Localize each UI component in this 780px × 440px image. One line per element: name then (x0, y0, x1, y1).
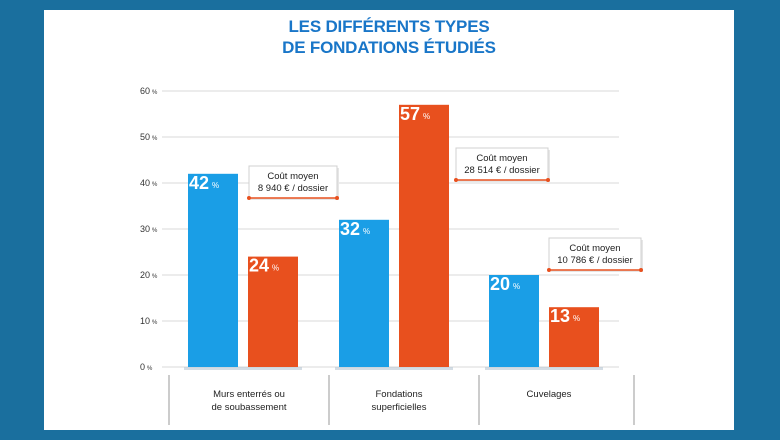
bar-value: 42 (189, 173, 209, 193)
y-tick-label: 40% (140, 178, 158, 188)
bar (489, 275, 539, 367)
category-label: Cuvelages (527, 389, 572, 400)
y-tick-unit: % (152, 182, 158, 188)
callout-dot (546, 178, 550, 182)
callout-text-line: 10 786 € / dossier (557, 255, 633, 266)
y-tick-value: 10 (140, 316, 150, 326)
callout-box (455, 147, 549, 181)
bar-value-unit: % (212, 181, 219, 190)
y-tick-label: 50% (140, 132, 158, 142)
callout-text-line: Coût moyen (267, 171, 318, 182)
callout-text: Coût moyen 8 940 € / dossier (258, 171, 328, 194)
callout-text-line: 28 514 € / dossier (464, 165, 540, 176)
bar-value-unit: % (363, 227, 370, 236)
y-tick-label: 20% (140, 270, 158, 280)
y-tick-value: 60 (140, 86, 150, 96)
bar-value-unit: % (513, 282, 520, 291)
callout-dot (639, 268, 643, 272)
category-label: Fondations superficielles (372, 389, 427, 413)
bar-value: 57 (400, 104, 420, 124)
callout-text: Coût moyen 10 786 € / dossier (557, 243, 633, 266)
callout-text-line: Coût moyen (569, 243, 620, 254)
bar-shadow (485, 367, 603, 370)
chart-title-line-1: LES DIFFÉRENTS TYPES (288, 17, 490, 36)
bar (248, 256, 298, 367)
callout-dot (247, 196, 251, 200)
bar-value-label: 42% (189, 173, 219, 193)
callout-text: Coût moyen 28 514 € / dossier (464, 153, 540, 176)
category-label-line: Fondations (375, 389, 422, 400)
bar-shadow (184, 367, 302, 370)
category-label-line: de soubassement (212, 402, 287, 413)
bar-value: 24 (249, 256, 269, 276)
bar (549, 307, 599, 367)
bar-value-unit: % (573, 314, 580, 323)
category-label: Murs enterrés ou de soubassement (212, 389, 287, 413)
bar-value-label: 32% (340, 219, 370, 239)
y-tick-label: 30% (140, 224, 158, 234)
y-tick-unit: % (152, 90, 158, 96)
callout-dot (454, 178, 458, 182)
bar-value: 32 (340, 219, 360, 239)
y-tick-label: 10% (140, 316, 158, 326)
y-tick-unit: % (152, 228, 158, 234)
bar-value-label: 24% (249, 256, 279, 276)
y-tick-value: 50 (140, 132, 150, 142)
bar-value-unit: % (272, 264, 279, 273)
category-label-line: Murs enterrés ou (213, 389, 285, 400)
y-tick-unit: % (152, 136, 158, 142)
bar-value-unit: % (423, 112, 430, 121)
bar (188, 173, 238, 367)
category-label-line: Cuvelages (527, 389, 572, 400)
bar-value: 20 (490, 274, 510, 294)
y-tick-value: 20 (140, 270, 150, 280)
bar (399, 104, 449, 368)
y-tick-unit: % (147, 366, 153, 372)
bar-value-label: 57% (400, 104, 430, 124)
y-tick-value: 40 (140, 178, 150, 188)
bar-shadow (335, 367, 453, 370)
bar-value-label: 20% (490, 274, 520, 294)
category-label-line: superficielles (372, 402, 427, 413)
callout-text-line: 8 940 € / dossier (258, 183, 328, 194)
y-tick-unit: % (152, 274, 158, 280)
bar (339, 219, 389, 367)
y-tick-value: 30 (140, 224, 150, 234)
chart-title-line-2: DE FONDATIONS ÉTUDIÉS (282, 38, 496, 57)
y-tick-label: 0% (140, 362, 153, 372)
callout-dot (547, 268, 551, 272)
bar-value-label: 13% (550, 306, 580, 326)
bar-chart: 0 %10 %20 %30 %40 %50 %60 %42 %32 %20 %24 %57 %13 %Mu… (140, 86, 643, 425)
callout-text-line: Coût moyen (476, 153, 527, 164)
bar-value: 13 (550, 306, 570, 326)
chart-card: LES DIFFÉRENTS TYPES DE FONDATIONS ÉTUDI… (44, 10, 734, 430)
y-tick-unit: % (152, 320, 158, 326)
chart-title: LES DIFFÉRENTS TYPES DE FONDATIONS ÉTUDI… (44, 16, 734, 58)
y-tick-label: 60% (140, 86, 158, 96)
callout-box (248, 165, 338, 199)
callout-dot (335, 196, 339, 200)
y-tick-value: 0 (140, 362, 145, 372)
